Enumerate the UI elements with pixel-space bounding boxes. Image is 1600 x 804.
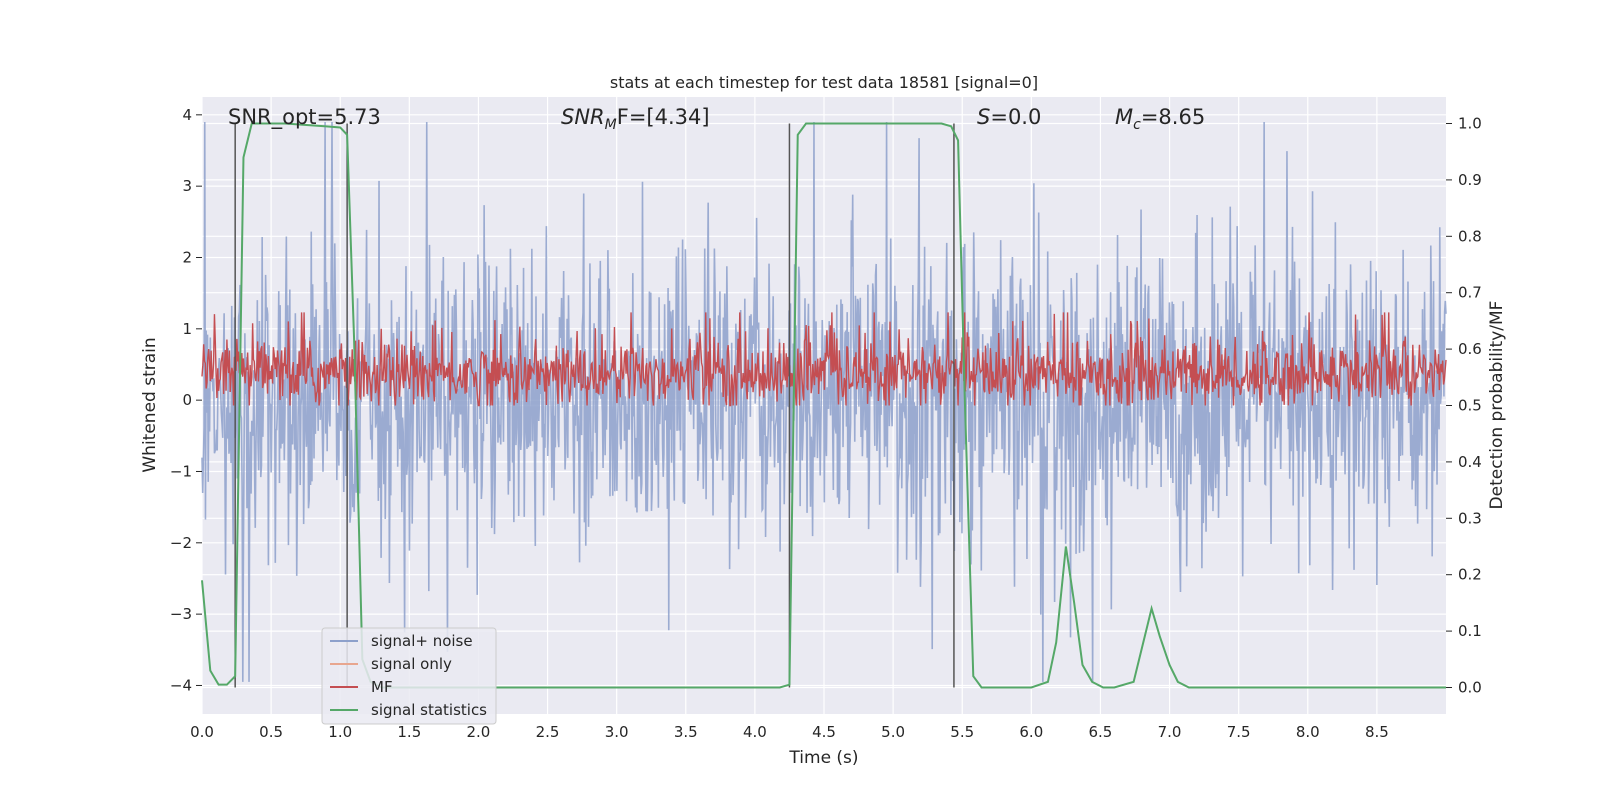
y-tick-label-left-3: −1: [170, 462, 192, 480]
y-tick-label-left-8: 4: [182, 106, 192, 124]
annotation-snr-mf-main: SNR: [561, 105, 605, 129]
y-tick-label-left-4: 0: [182, 391, 192, 409]
signal-noise-line: [201, 121, 1447, 682]
y-tick-label-left-2: −2: [170, 534, 192, 552]
x-tick-label-0: 0.0: [190, 723, 214, 741]
y-axis-label-right: Detection probability/MF: [1487, 301, 1507, 510]
y-tick-label-left-5: 1: [182, 320, 192, 338]
x-tick-label-13: 6.5: [1089, 723, 1113, 741]
y-tick-label-right-0: 0.0: [1458, 678, 1482, 696]
x-tick-label-2: 1.0: [328, 723, 352, 741]
chart-title: stats at each timestep for test data 185…: [610, 73, 1038, 92]
x-tick-label-1: 0.5: [259, 723, 283, 741]
annotation-snr-mf: SNRMF=[4.34]: [561, 105, 710, 133]
y-tick-label-right-6: 0.6: [1458, 340, 1482, 358]
y-tick-label-right-1: 0.1: [1458, 622, 1482, 640]
x-tick-label-15: 7.5: [1227, 723, 1251, 741]
y-tick-label-right-4: 0.4: [1458, 453, 1482, 471]
annotation-snr-opt: SNR_opt=5.73: [228, 105, 381, 130]
annotation-mc-rest: =8.65: [1141, 105, 1205, 129]
mf-line: [201, 312, 1447, 407]
annotation-s-main: S: [977, 105, 990, 129]
x-axis-label: Time (s): [788, 748, 858, 768]
y-tick-label-left-6: 2: [182, 248, 192, 266]
legend-label-mf: MF: [371, 678, 393, 696]
annotation-mc-main: M: [1115, 105, 1133, 129]
y-axis-label-left: Whitened strain: [140, 337, 160, 472]
series-mf: [201, 312, 1447, 407]
x-tick-label-12: 6.0: [1019, 723, 1043, 741]
annotation-snr-mf-sub: M: [605, 117, 617, 133]
x-tick-label-16: 8.0: [1296, 723, 1320, 741]
y-tick-label-right-7: 0.7: [1458, 284, 1482, 302]
legend-box: [321, 627, 497, 725]
y-tick-label-right-2: 0.2: [1458, 566, 1482, 584]
x-tick-label-6: 3.0: [605, 723, 629, 741]
annotation-mc: Mc=8.65: [1115, 105, 1205, 133]
x-tick-label-11: 5.5: [950, 723, 974, 741]
vertical-markers: [234, 123, 955, 688]
y-tick-label-right-3: 0.3: [1458, 509, 1482, 527]
y-tick-label-right-10: 1.0: [1458, 115, 1482, 133]
y-tick-label-right-9: 0.9: [1458, 171, 1482, 189]
y-tick-label-left-0: −4: [170, 676, 192, 694]
signal-statistics-line: [201, 122, 1446, 689]
x-tick-label-5: 2.5: [536, 723, 560, 741]
annotation-mc-sub: c: [1133, 117, 1141, 133]
x-tick-label-14: 7.0: [1158, 723, 1182, 741]
x-tick-label-9: 4.5: [812, 723, 836, 741]
series-signal-noise: [201, 121, 1447, 682]
x-tick-label-3: 1.5: [397, 723, 421, 741]
annotation-snr-mf-rest: F=[4.34]: [617, 105, 710, 129]
legend-label-signal-statistics: signal statistics: [371, 701, 487, 719]
y-tick-label-left-1: −3: [170, 605, 192, 623]
y-tick-label-right-8: 0.8: [1458, 227, 1482, 245]
y-tick-label-left-7: 3: [182, 177, 192, 195]
x-tick-label-4: 2.0: [467, 723, 491, 741]
annotations: SNR_opt=5.73 SNRMF=[4.34] S=0.0 Mc=8.65: [228, 105, 1205, 133]
legend: signal+ noise signal only MF signal stat…: [321, 627, 497, 725]
series-signal-statistics: [201, 122, 1446, 689]
y-tick-label-right-5: 0.5: [1458, 397, 1482, 415]
legend-label-signal-only: signal only: [371, 655, 452, 673]
legend-label-signal-noise: signal+ noise: [371, 632, 473, 650]
axis-ticks: 0.0 0.5 1.0 1.5 2.0 2.5 3.0 3.5 4.0 4.5 5.0 5.5 6.0 6…: [170, 106, 1482, 741]
x-tick-label-8: 4.0: [743, 723, 767, 741]
x-tick-label-10: 5.0: [881, 723, 905, 741]
annotation-s: S=0.0: [977, 105, 1041, 129]
annotation-s-rest: =0.0: [990, 105, 1041, 129]
x-tick-label-17: 8.5: [1365, 723, 1389, 741]
x-tick-label-7: 3.5: [674, 723, 698, 741]
